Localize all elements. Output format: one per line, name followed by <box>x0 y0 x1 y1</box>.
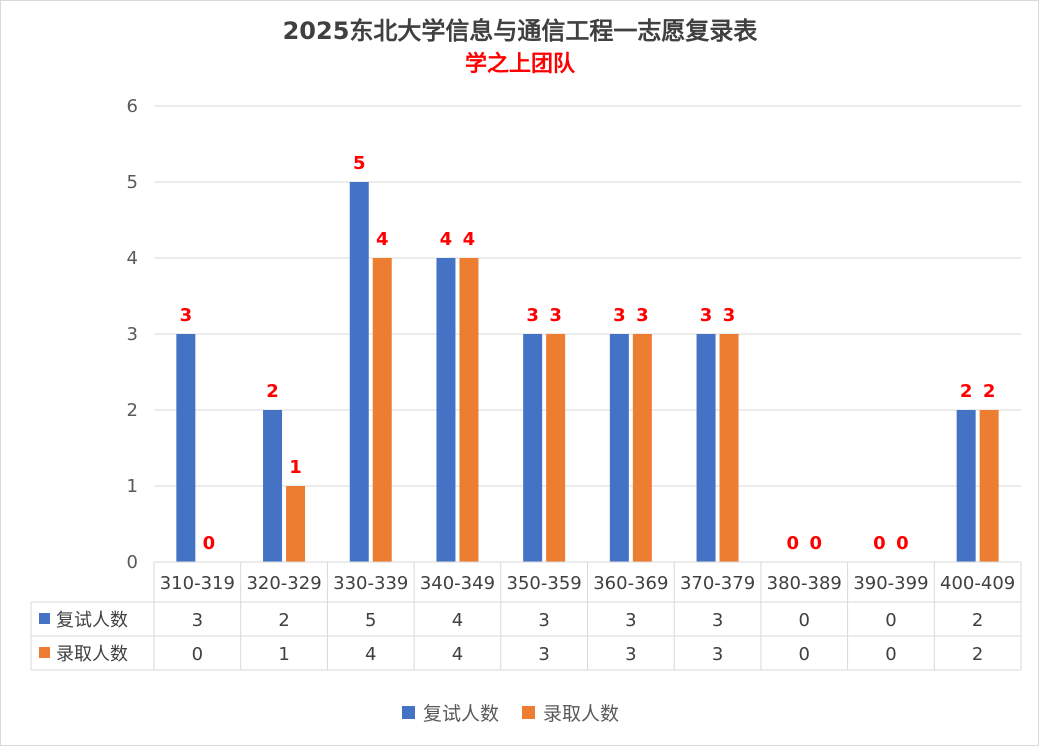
bar-retest <box>609 334 629 562</box>
bar-retest <box>349 182 369 562</box>
y-tick-label: 2 <box>127 400 138 421</box>
data-label: 5 <box>353 153 366 174</box>
data-label: 2 <box>983 381 996 402</box>
table-cell: 0 <box>799 644 810 665</box>
data-label: 0 <box>896 533 909 554</box>
bar-retest <box>523 334 543 562</box>
data-table: 310-319 320-329 330-339 340-349 350-359 360-3… <box>30 561 1022 671</box>
category-label: 380-389 <box>767 573 842 594</box>
y-tick-label: 1 <box>127 476 138 497</box>
data-label: 0 <box>873 533 886 554</box>
bar-admitted <box>459 258 479 562</box>
table-cell: 3 <box>538 610 549 631</box>
chart-title: 2025东北大学信息与通信工程一志愿复录表 <box>283 17 759 45</box>
category-label: 350-359 <box>507 573 582 594</box>
category-label: 310-319 <box>160 573 235 594</box>
table-cell: 0 <box>799 610 810 631</box>
table-cell: 3 <box>712 610 723 631</box>
bars <box>176 182 999 562</box>
data-label: 4 <box>440 229 453 250</box>
data-label: 2 <box>960 381 973 402</box>
table-cell: 3 <box>625 644 636 665</box>
data-label: 3 <box>526 305 539 326</box>
legend-label: 复试人数 <box>423 703 499 725</box>
category-label: 320-329 <box>246 573 321 594</box>
y-tick-label: 5 <box>127 172 138 193</box>
table-cell: 3 <box>712 644 723 665</box>
legend-label: 录取人数 <box>543 703 619 725</box>
category-label: 400-409 <box>940 573 1015 594</box>
data-label: 0 <box>809 533 822 554</box>
category-label: 340-349 <box>420 573 495 594</box>
bar-admitted <box>546 334 566 562</box>
bar-retest <box>956 410 976 562</box>
table-cell: 2 <box>972 610 983 631</box>
category-label: 370-379 <box>680 573 755 594</box>
table-cell: 2 <box>278 610 289 631</box>
data-label: 4 <box>463 229 476 250</box>
y-axis-ticks: 0 1 2 3 4 5 6 <box>127 96 138 573</box>
data-label: 3 <box>636 305 649 326</box>
table-cell: 5 <box>365 610 376 631</box>
table-legend-key <box>39 613 50 624</box>
bar-admitted <box>719 334 739 562</box>
legend-key-admitted <box>522 706 535 719</box>
chart-subtitle: 学之上团队 <box>465 51 576 77</box>
table-cell: 0 <box>885 644 896 665</box>
data-label: 4 <box>376 229 389 250</box>
category-label: 390-399 <box>853 573 928 594</box>
y-tick-label: 0 <box>127 552 138 573</box>
bar-admitted <box>632 334 652 562</box>
gridlines <box>154 105 1021 563</box>
data-label: 0 <box>786 533 799 554</box>
table-legend-key <box>39 647 50 658</box>
legend-key-retest <box>402 706 415 719</box>
data-label: 3 <box>180 305 193 326</box>
table-cell: 4 <box>452 610 463 631</box>
table-cell: 1 <box>278 644 289 665</box>
data-label: 2 <box>266 381 279 402</box>
table-cell: 4 <box>452 644 463 665</box>
data-label: 3 <box>549 305 562 326</box>
table-cell: 2 <box>972 644 983 665</box>
bar-retest <box>176 334 196 562</box>
legend: 复试人数 录取人数 <box>402 703 619 725</box>
bar-admitted <box>979 410 999 562</box>
bar-admitted <box>372 258 392 562</box>
data-label: 1 <box>289 457 302 478</box>
table-cell: 0 <box>192 644 203 665</box>
table-cell: 3 <box>192 610 203 631</box>
category-label: 360-369 <box>593 573 668 594</box>
bar-retest <box>263 410 283 562</box>
table-cell: 3 <box>625 610 636 631</box>
data-label: 3 <box>700 305 713 326</box>
data-label: 0 <box>203 533 216 554</box>
y-tick-label: 6 <box>127 96 138 117</box>
data-label: 3 <box>613 305 626 326</box>
table-series-name: 复试人数 <box>56 610 128 631</box>
category-label: 330-339 <box>333 573 408 594</box>
table-cell: 4 <box>365 644 376 665</box>
bar-retest <box>696 334 716 562</box>
table-cell: 3 <box>538 644 549 665</box>
data-label: 3 <box>723 305 736 326</box>
bar-admitted <box>286 486 306 562</box>
y-tick-label: 4 <box>127 248 138 269</box>
bar-retest <box>436 258 456 562</box>
table-series-name: 录取人数 <box>56 644 128 665</box>
table-cell: 0 <box>885 610 896 631</box>
y-tick-label: 3 <box>127 324 138 345</box>
